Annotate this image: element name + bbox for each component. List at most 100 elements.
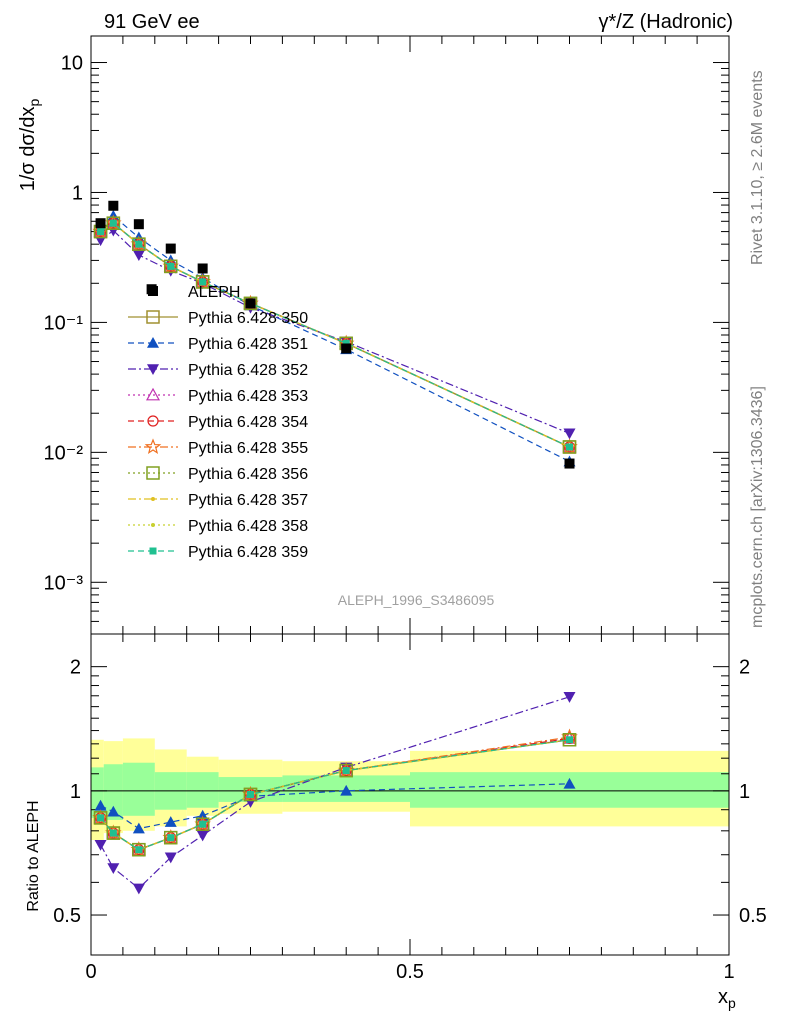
legend-label: Pythia 6.428 352 (188, 362, 308, 379)
legend-entry: Pythia 6.428 358 (128, 518, 308, 535)
legend-entry: Pythia 6.428 354 (128, 414, 308, 431)
legend-label: Pythia 6.428 359 (188, 544, 308, 561)
data-point (164, 816, 177, 827)
series-pythia-6-428-359 (97, 219, 573, 451)
data-point (563, 428, 576, 440)
rivet-version-label: Rivet 3.1.10, ≥ 2.6M events (749, 70, 766, 265)
data-point (107, 827, 119, 839)
data-point (146, 466, 160, 480)
left-title: 91 GeV ee (104, 11, 200, 33)
data-point (243, 296, 258, 311)
y-tick-label-right: 1 (739, 781, 750, 803)
ratio-panel-series (92, 692, 578, 895)
x-tick-label: 1 (723, 961, 734, 983)
svg-text:1/σ dσ/dxp: 1/σ dσ/dxp (17, 99, 42, 192)
data-point (133, 219, 144, 230)
series-line (100, 696, 570, 890)
mcplots-label: mcplots.cern.ch [arXiv:1306.3436] (749, 386, 766, 628)
data-point (149, 547, 157, 555)
main-panel-frame: 10⁻³ 10⁻² 10⁻¹ 1 10 (44, 35, 730, 635)
legend-label: Pythia 6.428 353 (188, 388, 308, 405)
data-point (97, 228, 105, 236)
data-point (108, 200, 119, 211)
main-y-axis-label: 1/σ dσ/dxp (17, 99, 42, 192)
legend-label: Pythia 6.428 355 (188, 440, 308, 457)
data-point (93, 811, 108, 825)
y-tick-label-right: 2 (739, 657, 750, 679)
legend-entry: Pythia 6.428 352 (128, 362, 308, 379)
legend-entry: Pythia 6.428 359 (128, 544, 308, 561)
data-point (339, 763, 353, 778)
y-tick-label: 10⁻² (44, 442, 84, 464)
data-point (197, 818, 209, 830)
band-inner (122, 762, 155, 816)
data-point (165, 260, 177, 272)
data-point (564, 458, 575, 469)
analysis-id-label: ALEPH_1996_S3486095 (338, 592, 495, 608)
data-point (147, 337, 159, 348)
data-point (145, 387, 161, 401)
legend-entry: Pythia 6.428 353 (128, 387, 308, 405)
data-point (562, 440, 577, 454)
data-point (135, 240, 143, 248)
y-tick-label: 1 (70, 781, 81, 803)
y-tick-label: 2 (70, 657, 81, 679)
legend-label: ALEPH (188, 284, 240, 301)
data-point (146, 310, 160, 324)
data-point (195, 817, 210, 831)
legend-label: Pythia 6.428 351 (188, 336, 308, 353)
data-point (132, 842, 146, 857)
data-point (342, 339, 350, 347)
y-tick-label: 10⁻³ (44, 572, 84, 594)
x-axis-label: xp (718, 986, 736, 1011)
legend-entry: Pythia 6.428 350 (128, 310, 308, 327)
data-point (243, 787, 258, 802)
data-point (106, 216, 121, 230)
data-point (133, 238, 145, 250)
x-tick-label: 0 (85, 961, 96, 983)
data-point (195, 275, 210, 289)
data-point (563, 441, 576, 453)
legend: ALEPH Pythia 6.428 350 Pythia 6.428 351 Pyt… (128, 284, 308, 561)
data-point (164, 852, 177, 864)
data-point (165, 243, 176, 254)
legend-entry: Pythia 6.428 356 (128, 466, 308, 483)
data-point (199, 278, 207, 286)
data-point (244, 788, 257, 801)
data-point (247, 790, 254, 798)
data-point (132, 237, 146, 251)
band-inner (103, 764, 123, 820)
data-point (94, 812, 107, 824)
data-point (341, 343, 352, 354)
data-point (342, 767, 350, 775)
y-tick-label-right: 0.5 (739, 905, 767, 927)
data-point (97, 814, 105, 822)
data-point (109, 219, 117, 227)
legend-entry: Pythia 6.428 357 (128, 492, 308, 509)
data-point (106, 826, 121, 840)
data-point (197, 276, 209, 288)
data-point (107, 805, 120, 817)
data-point (562, 733, 577, 747)
legend-label: Pythia 6.428 350 (188, 310, 308, 327)
data-point (245, 298, 256, 309)
data-point (340, 784, 353, 796)
legend-label: Pythia 6.428 356 (188, 466, 308, 483)
x-tick-label: 0.5 (396, 961, 424, 983)
data-point (151, 523, 155, 527)
data-point (165, 832, 177, 844)
series-line (100, 783, 570, 830)
svg-text:xp: xp (718, 986, 736, 1011)
series-pythia-6-428-357 (98, 221, 572, 449)
legend-entry: Pythia 6.428 351 (128, 336, 308, 353)
y-tick-label: 0.5 (53, 905, 81, 927)
data-point (147, 364, 159, 375)
legend-label: Pythia 6.428 357 (188, 492, 308, 509)
series-line (100, 739, 570, 851)
legend-entry: ALEPH (148, 284, 240, 301)
data-point (94, 799, 107, 811)
data-point (109, 829, 117, 837)
legend-entry: Pythia 6.428 355 (128, 438, 308, 457)
data-point (197, 263, 208, 274)
